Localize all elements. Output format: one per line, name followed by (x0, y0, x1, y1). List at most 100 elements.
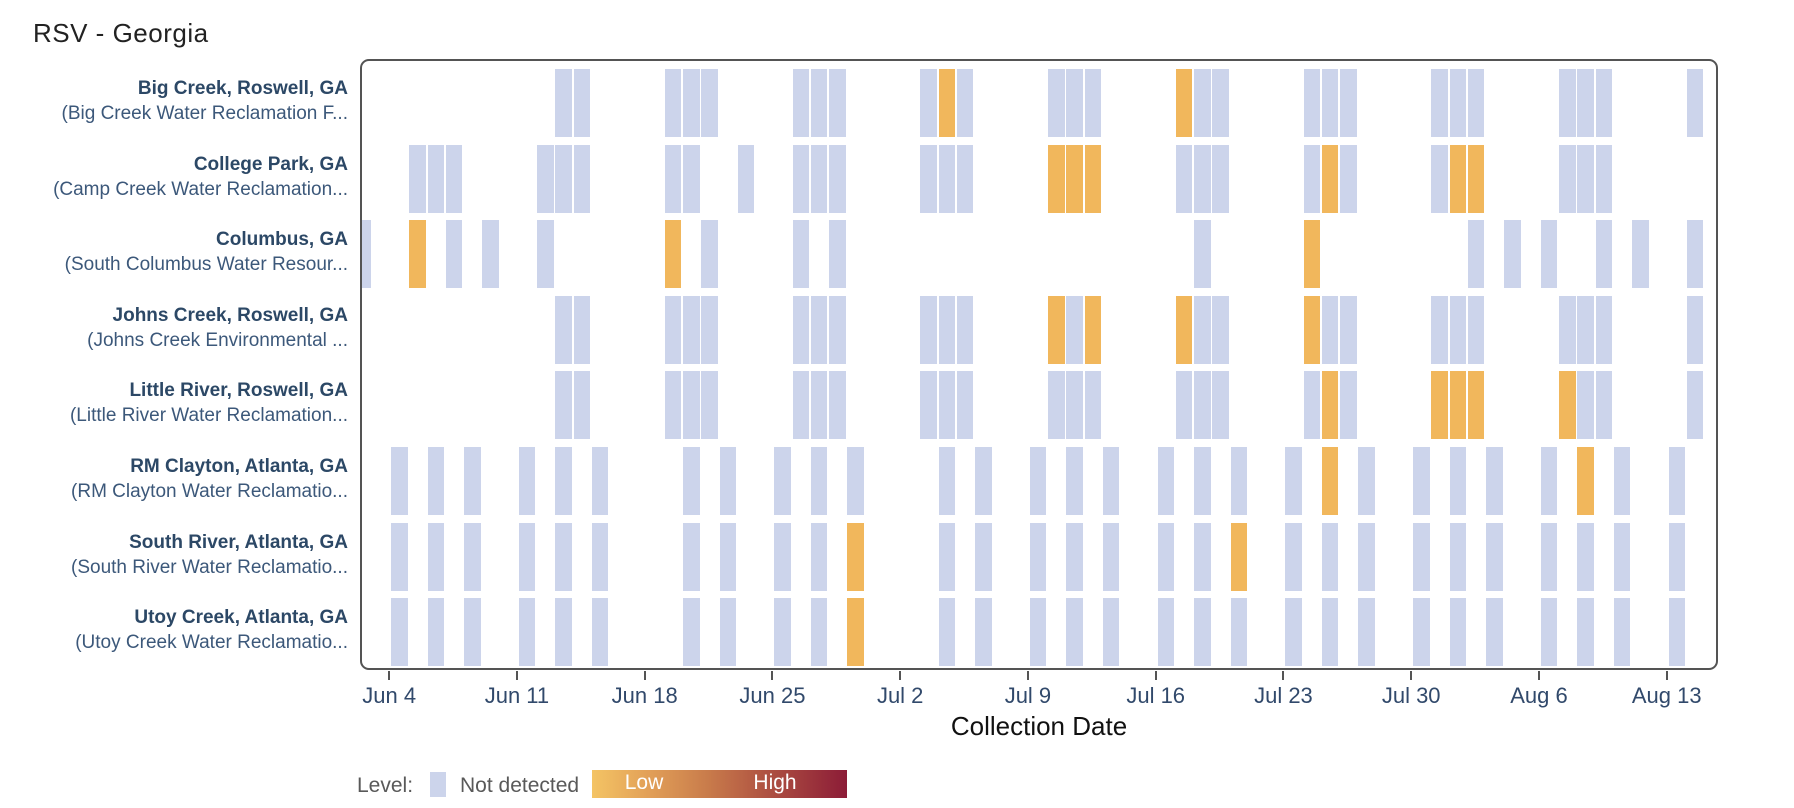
sample-tile[interactable] (1194, 447, 1211, 515)
sample-tile[interactable] (464, 447, 481, 515)
sample-tile[interactable] (1632, 220, 1649, 289)
sample-tile[interactable] (1595, 295, 1613, 364)
sample-tile[interactable] (362, 220, 372, 289)
sample-tile[interactable] (1048, 69, 1065, 137)
sample-tile[interactable] (1577, 144, 1594, 213)
sample-tile[interactable] (1212, 371, 1229, 440)
sample-tile[interactable] (1449, 295, 1467, 364)
sample-tile[interactable] (391, 447, 408, 515)
sample-tile[interactable] (1048, 295, 1065, 364)
sample-tile[interactable] (1595, 371, 1613, 440)
sample-tile[interactable] (1559, 371, 1576, 440)
sample-tile[interactable] (518, 447, 536, 515)
sample-tile[interactable] (1577, 69, 1594, 137)
sample-tile[interactable] (829, 371, 846, 440)
sample-tile[interactable] (1194, 522, 1211, 591)
sample-tile[interactable] (1540, 220, 1558, 289)
sample-tile[interactable] (792, 220, 810, 289)
sample-tile[interactable] (1686, 295, 1704, 364)
sample-tile[interactable] (555, 295, 572, 364)
sample-tile[interactable] (1066, 144, 1083, 213)
sample-tile[interactable] (1431, 144, 1448, 213)
sample-tile[interactable] (1413, 447, 1430, 515)
sample-tile[interactable] (810, 598, 828, 667)
sample-tile[interactable] (1431, 69, 1448, 137)
sample-tile[interactable] (1467, 371, 1485, 440)
sample-tile[interactable] (1559, 69, 1576, 137)
sample-tile[interactable] (445, 220, 463, 289)
sample-tile[interactable] (1048, 144, 1065, 213)
sample-tile[interactable] (1066, 447, 1083, 515)
sample-tile[interactable] (1321, 371, 1339, 440)
sample-tile[interactable] (938, 522, 956, 591)
sample-tile[interactable] (1029, 522, 1047, 591)
sample-tile[interactable] (1449, 598, 1467, 667)
sample-tile[interactable] (938, 598, 956, 667)
sample-tile[interactable] (555, 69, 572, 137)
sample-tile[interactable] (391, 598, 408, 667)
sample-tile[interactable] (774, 447, 791, 515)
sample-tile[interactable] (555, 447, 572, 515)
sample-tile[interactable] (792, 144, 810, 213)
sample-tile[interactable] (1029, 447, 1047, 515)
sample-tile[interactable] (664, 295, 682, 364)
sample-tile[interactable] (683, 295, 700, 364)
sample-tile[interactable] (664, 69, 682, 137)
sample-tile[interactable] (920, 295, 937, 364)
sample-tile[interactable] (829, 220, 846, 289)
sample-tile[interactable] (1449, 522, 1467, 591)
sample-tile[interactable] (1303, 220, 1321, 289)
sample-tile[interactable] (847, 598, 864, 667)
sample-tile[interactable] (1194, 371, 1211, 440)
sample-tile[interactable] (427, 522, 445, 591)
sample-tile[interactable] (920, 371, 937, 440)
sample-tile[interactable] (555, 522, 572, 591)
sample-tile[interactable] (1486, 522, 1503, 591)
sample-tile[interactable] (701, 69, 718, 137)
sample-tile[interactable] (1686, 220, 1704, 289)
sample-tile[interactable] (573, 371, 591, 440)
sample-tile[interactable] (1066, 69, 1083, 137)
sample-tile[interactable] (1102, 522, 1120, 591)
sample-tile[interactable] (1449, 144, 1467, 213)
sample-tile[interactable] (1540, 447, 1558, 515)
sample-tile[interactable] (1595, 144, 1613, 213)
sample-tile[interactable] (810, 69, 828, 137)
sample-tile[interactable] (1431, 371, 1448, 440)
sample-tile[interactable] (1413, 598, 1430, 667)
sample-tile[interactable] (1230, 447, 1248, 515)
sample-tile[interactable] (1157, 522, 1175, 591)
sample-tile[interactable] (920, 69, 937, 137)
sample-tile[interactable] (737, 144, 755, 213)
sample-tile[interactable] (1175, 69, 1193, 137)
sample-tile[interactable] (975, 447, 992, 515)
sample-tile[interactable] (1285, 598, 1302, 667)
sample-tile[interactable] (1084, 295, 1102, 364)
sample-tile[interactable] (829, 295, 846, 364)
sample-tile[interactable] (1668, 522, 1686, 591)
sample-tile[interactable] (956, 144, 974, 213)
sample-tile[interactable] (1577, 295, 1594, 364)
sample-tile[interactable] (956, 295, 974, 364)
sample-tile[interactable] (1686, 69, 1704, 137)
sample-tile[interactable] (464, 598, 481, 667)
sample-tile[interactable] (591, 598, 609, 667)
sample-tile[interactable] (829, 144, 846, 213)
sample-tile[interactable] (1449, 371, 1467, 440)
sample-tile[interactable] (1467, 220, 1485, 289)
sample-tile[interactable] (537, 144, 554, 213)
sample-tile[interactable] (1559, 295, 1576, 364)
sample-tile[interactable] (810, 144, 828, 213)
sample-tile[interactable] (1467, 144, 1485, 213)
sample-tile[interactable] (1157, 447, 1175, 515)
sample-tile[interactable] (1486, 447, 1503, 515)
sample-tile[interactable] (719, 522, 737, 591)
sample-tile[interactable] (701, 295, 718, 364)
sample-tile[interactable] (409, 144, 426, 213)
sample-tile[interactable] (1066, 295, 1083, 364)
sample-tile[interactable] (975, 522, 992, 591)
sample-tile[interactable] (1285, 522, 1302, 591)
sample-tile[interactable] (1431, 295, 1448, 364)
sample-tile[interactable] (1467, 69, 1485, 137)
sample-tile[interactable] (847, 447, 864, 515)
